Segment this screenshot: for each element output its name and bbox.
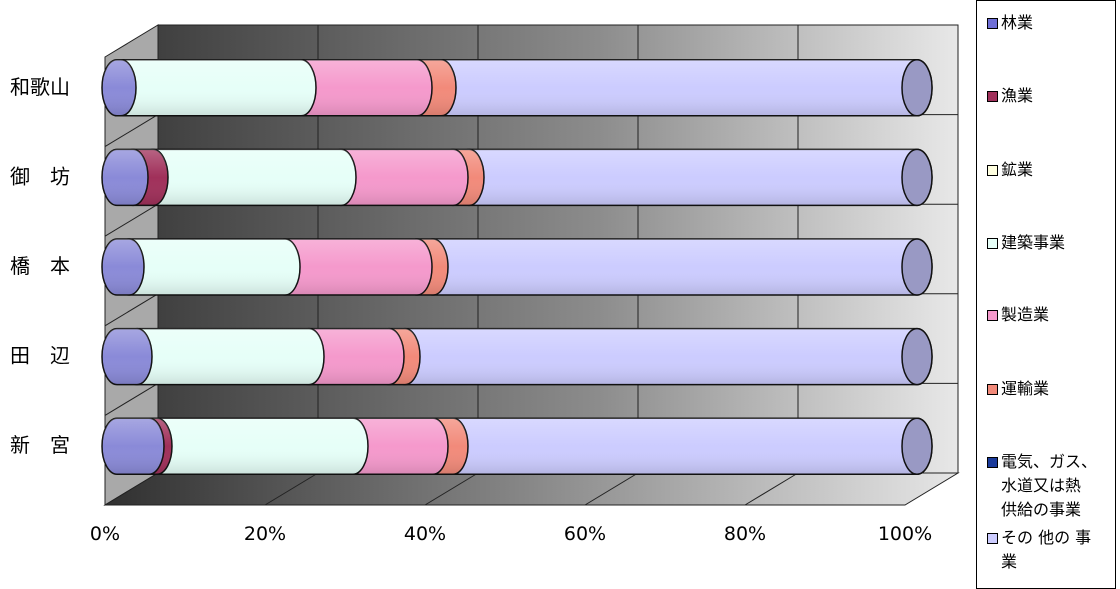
bar-segment-shade xyxy=(102,418,164,475)
category-label: 新 宮 xyxy=(10,433,70,457)
legend-label: 建築事業 xyxy=(1001,233,1066,252)
x-axis-ticks: 0% 20% 40% 60% 80% 100% xyxy=(90,523,932,545)
legend-label: 製造業 xyxy=(1001,305,1050,324)
gridline-left xyxy=(104,382,159,416)
legend-swatch xyxy=(987,533,998,544)
legend-item: 建築事業 xyxy=(987,231,1111,255)
bar-end-cap xyxy=(901,59,933,117)
gridline-floor xyxy=(424,472,479,506)
x-tick-label: 0% xyxy=(90,523,120,545)
x-tick-label: 40% xyxy=(404,523,446,545)
bar-segment-shade xyxy=(114,239,300,295)
legend-item: 電気、ガス、 水道又は熱 供給の事業 xyxy=(987,450,1111,522)
legend-swatch xyxy=(987,384,998,395)
legend-item: その 他の 事 業 xyxy=(987,526,1111,574)
legend: 林業漁業鉱業建築事業製造業運輸業電気、ガス、 水道又は熱 供給の事業その 他の … xyxy=(976,0,1116,589)
bar-segment-shade xyxy=(438,418,932,475)
bar-segment-shade xyxy=(102,328,153,385)
gridline-floor xyxy=(584,472,639,506)
legend-label: その 他の 事 業 xyxy=(1001,528,1092,571)
bar-end-cap xyxy=(901,148,933,207)
gridline-floor xyxy=(744,472,799,506)
bar-segment-shade xyxy=(270,239,432,295)
bar-segment-shade xyxy=(138,149,356,206)
gridline-floor xyxy=(264,472,319,506)
bar-segment-shade xyxy=(102,239,144,295)
gridline-left xyxy=(104,114,159,148)
bar-end-cap xyxy=(901,417,933,475)
bar-group xyxy=(101,59,933,117)
bar-group xyxy=(101,417,933,475)
bar-segment-shade xyxy=(286,59,433,116)
category-label: 和歌山 xyxy=(10,75,70,99)
bars-group xyxy=(101,59,933,475)
legend-item: 漁業 xyxy=(987,84,1111,108)
x-tick-label: 80% xyxy=(724,523,766,545)
legend-label: 運輸業 xyxy=(1001,379,1050,398)
bar-segment-shade xyxy=(102,59,137,116)
x-tick-label: 60% xyxy=(564,523,606,545)
legend-label: 鉱業 xyxy=(1001,160,1034,179)
bar-segment-shade xyxy=(390,328,933,385)
bar-segment-shade xyxy=(326,149,468,206)
category-label: 橋 本 xyxy=(10,254,70,278)
legend-item: 運輸業 xyxy=(987,377,1111,401)
bar-segment-shade xyxy=(122,328,324,385)
legend-swatch xyxy=(987,238,998,249)
legend-swatch xyxy=(987,165,998,176)
legend-label: 漁業 xyxy=(1001,86,1034,105)
legend-item: 製造業 xyxy=(987,303,1111,327)
floor xyxy=(103,472,960,506)
bar-segment-shade xyxy=(426,59,932,116)
legend-swatch xyxy=(987,310,998,321)
bar-end-cap xyxy=(901,238,933,296)
bar-segment-shade xyxy=(454,149,932,206)
gridline-left xyxy=(104,293,159,327)
gridline-left xyxy=(104,203,159,237)
category-label: 御 坊 xyxy=(10,164,70,188)
legend-label: 林業 xyxy=(1001,13,1034,32)
bar-group xyxy=(101,238,933,296)
bar-segment-shade xyxy=(106,59,316,116)
legend-item: 林業 xyxy=(987,11,1111,35)
legend-swatch xyxy=(987,18,998,29)
legend-swatch xyxy=(987,91,998,102)
category-label: 田 辺 xyxy=(10,344,70,368)
bar-segment-shade xyxy=(418,239,932,295)
bar-segment-shade xyxy=(102,149,148,206)
bar-group xyxy=(101,327,933,386)
bar-group xyxy=(101,148,933,207)
legend-label: 電気、ガス、 水道又は熱 供給の事業 xyxy=(1001,452,1098,519)
bar-end-cap xyxy=(901,327,933,386)
bar-segment-shade xyxy=(142,418,368,475)
x-tick-label: 20% xyxy=(244,523,286,545)
x-tick-label: 100% xyxy=(878,523,932,545)
legend-item: 鉱業 xyxy=(987,158,1111,182)
legend-swatch xyxy=(987,457,998,468)
